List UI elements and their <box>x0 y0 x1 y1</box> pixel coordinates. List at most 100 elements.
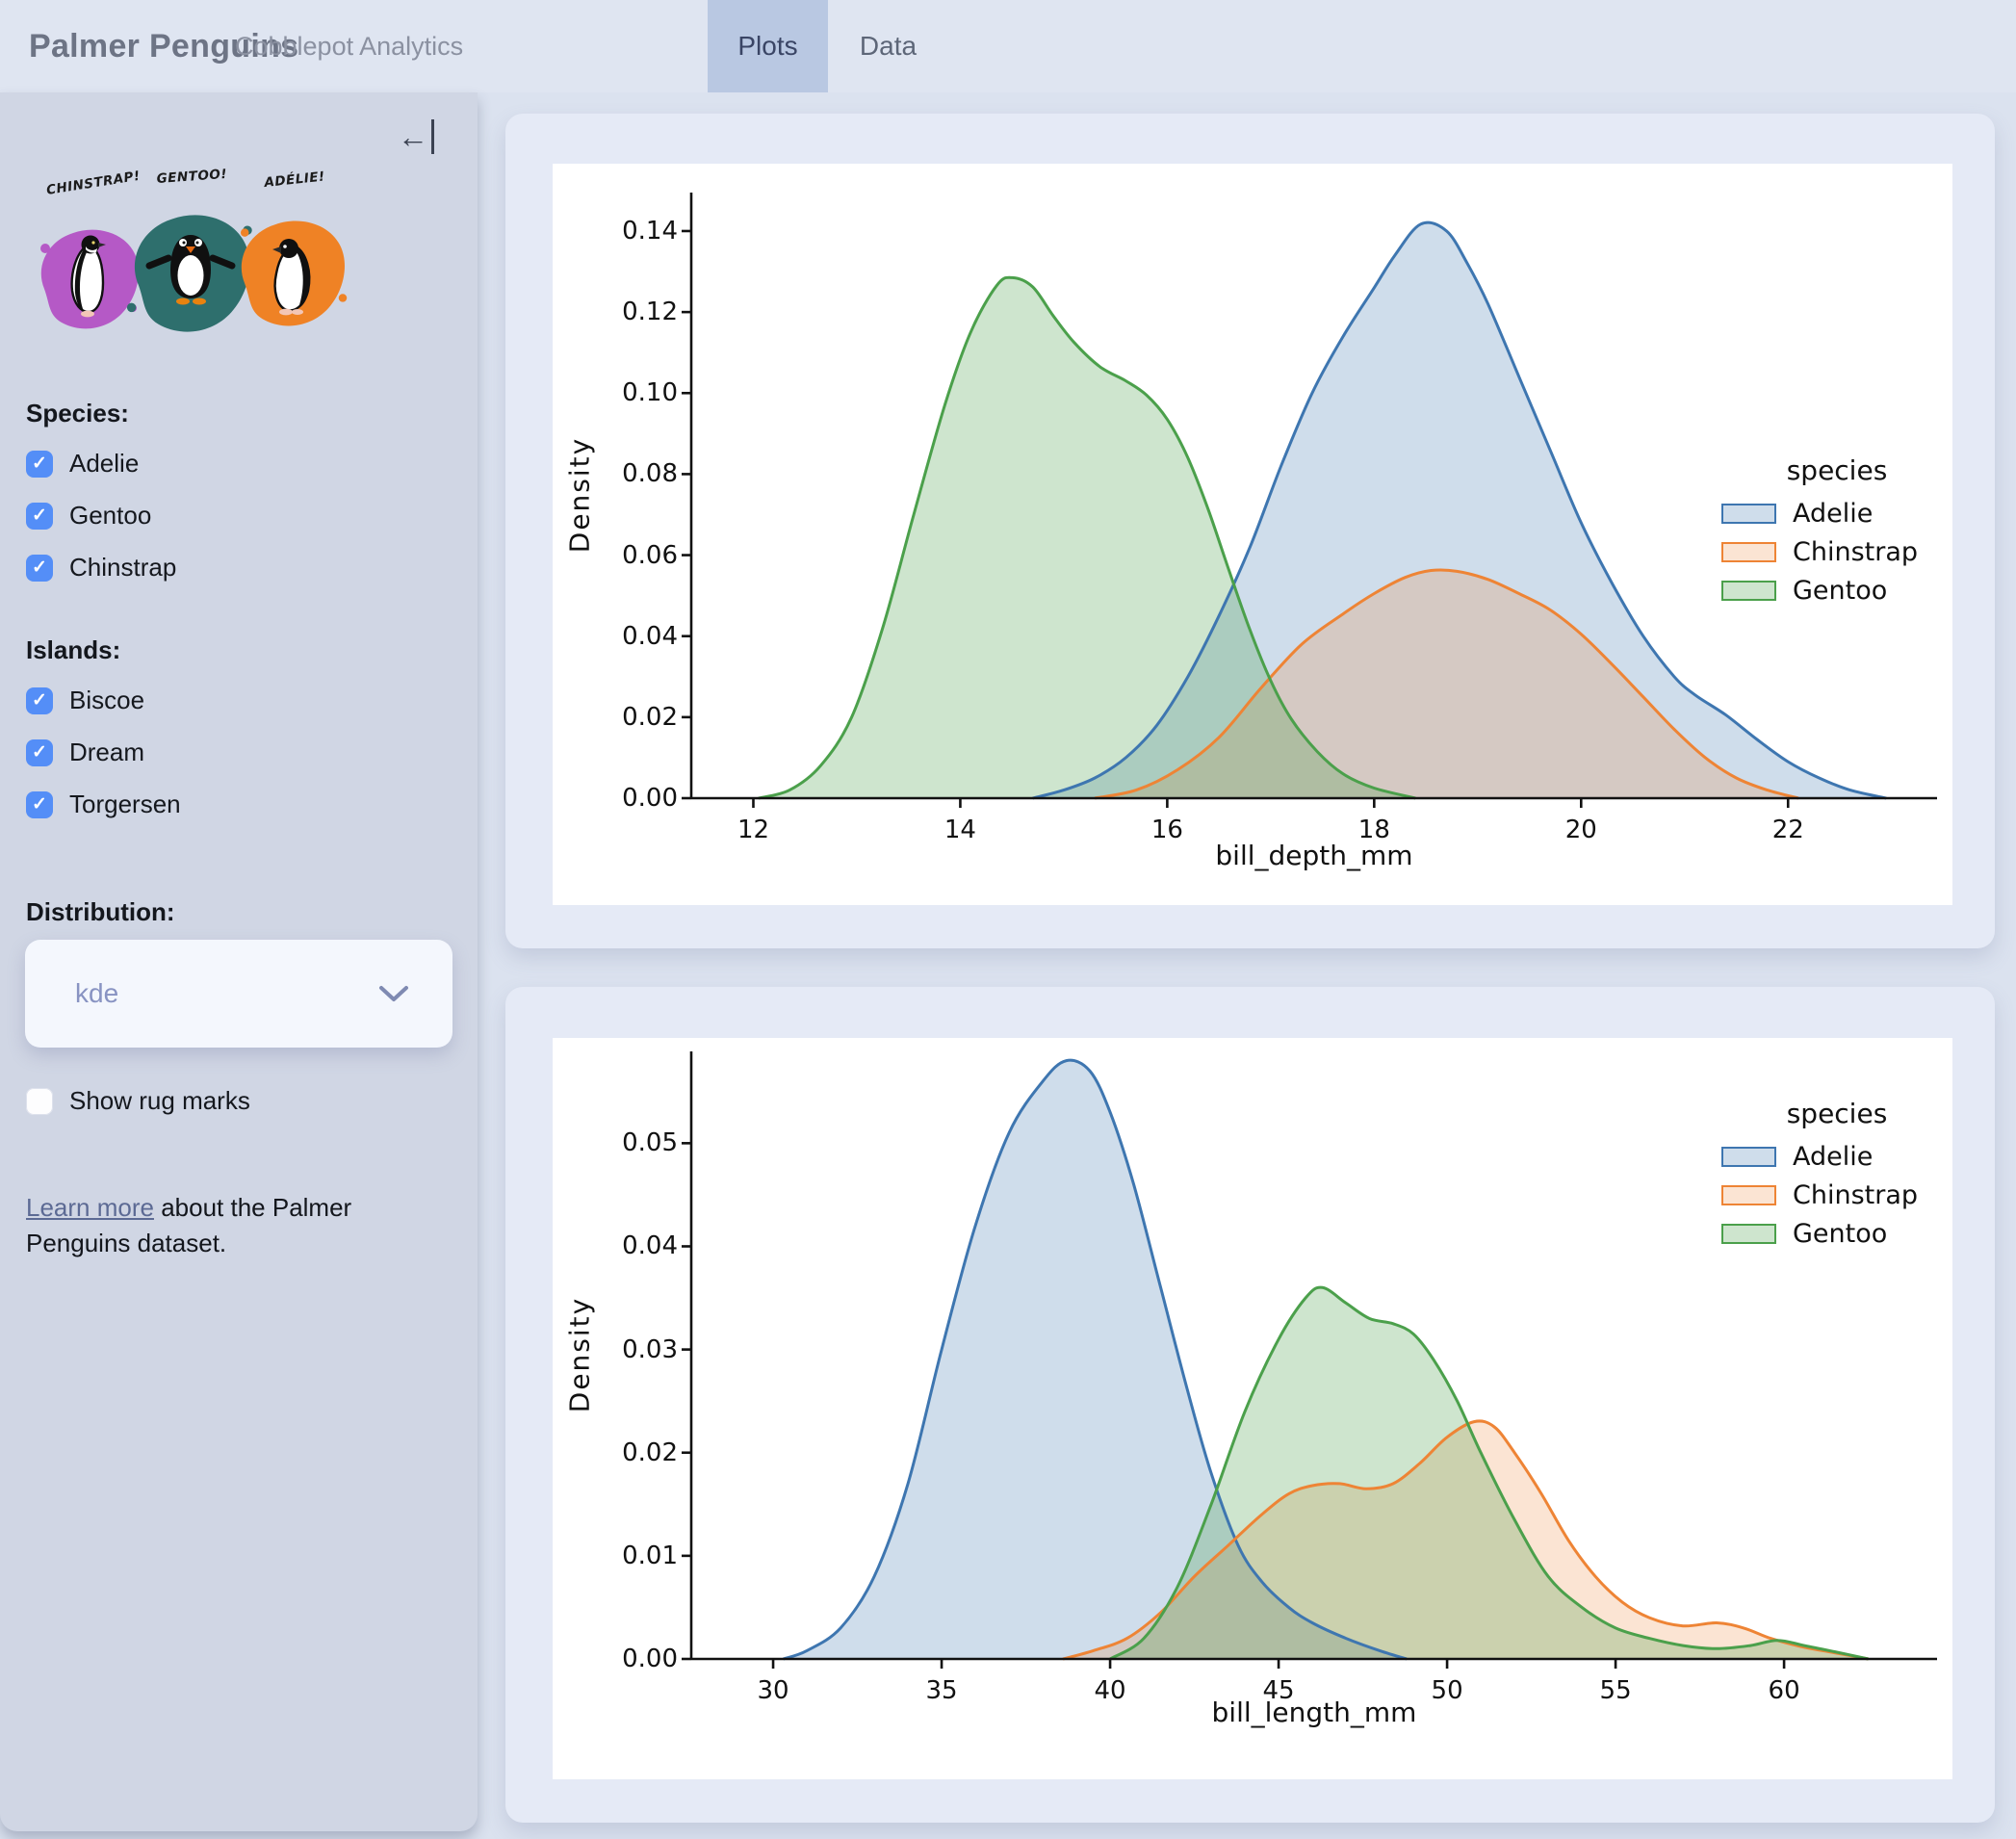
legend-title: species <box>1786 1098 1888 1129</box>
x-tick-label: 50 <box>1431 1676 1463 1705</box>
legend-entry-chinstrap: Chinstrap <box>1712 1176 1962 1214</box>
x-tick-label: 20 <box>1564 816 1597 844</box>
x-tick-label: 45 <box>1262 1676 1295 1705</box>
kde-line-adelie <box>783 1058 1408 1661</box>
chinstrap-penguin <box>70 235 106 318</box>
kde-fill-chinstrap <box>1095 569 1798 798</box>
kde-fill-chinstrap <box>1063 1420 1869 1659</box>
legend-label: Chinstrap <box>1793 1179 1919 1210</box>
checkbox-label[interactable]: Adelie <box>69 449 140 478</box>
app-title: Palmer Penguins <box>29 27 299 65</box>
y-tick-label: 0.06 <box>622 540 678 570</box>
legend-swatch-adelie <box>1721 503 1776 524</box>
distribution-heading: Distribution: <box>26 897 175 926</box>
sidebar-collapse-button[interactable]: ← <box>398 119 434 154</box>
x-tick-label: 35 <box>925 1676 958 1705</box>
checkbox-torgersen[interactable] <box>26 790 53 818</box>
rug-option: Show rug marks <box>26 1086 250 1116</box>
distribution-value: kde <box>75 978 119 1008</box>
x-tick-label: 16 <box>1150 816 1183 844</box>
island-option-dream: Dream <box>26 738 144 767</box>
species-heading: Species: <box>26 399 129 427</box>
checkbox-label[interactable]: Biscoe <box>69 686 145 714</box>
legend-label: Gentoo <box>1793 1218 1888 1249</box>
chinstrap-art-label: CHINSTRAP! <box>45 168 142 198</box>
legend: species Adelie Chinstrap Gentoo <box>1712 454 1962 609</box>
checkbox-biscoe[interactable] <box>26 686 53 714</box>
x-tick-label: 30 <box>757 1676 789 1705</box>
checkbox-dream[interactable] <box>26 738 53 766</box>
x-tick-label: 18 <box>1357 816 1390 844</box>
species-option-chinstrap: Chinstrap <box>26 553 176 583</box>
legend-entry-adelie: Adelie <box>1712 494 1962 532</box>
kde-plot-area-bill_depth_mm <box>682 193 1937 808</box>
legend: species Adelie Chinstrap Gentoo <box>1712 1098 1962 1253</box>
y-tick-label: 0.10 <box>622 378 678 408</box>
legend-entry-gentoo: Gentoo <box>1712 1214 1962 1253</box>
kde-fill-gentoo <box>758 277 1416 798</box>
checkbox-gentoo[interactable] <box>26 502 53 530</box>
collapse-bar-icon <box>431 119 434 154</box>
y-tick-label: 0.04 <box>622 1231 678 1261</box>
sidebar: ← <box>0 92 478 1831</box>
x-tick-label: 22 <box>1771 816 1804 844</box>
kde-line-chinstrap <box>1062 1419 1869 1661</box>
learn-more-paragraph: Learn more about the Palmer Penguins dat… <box>26 1190 363 1261</box>
y-tick-label: 0.12 <box>622 298 678 327</box>
x-tick-label: 55 <box>1599 1676 1632 1705</box>
legend-swatch-chinstrap <box>1721 1184 1776 1205</box>
checkbox-label[interactable]: Gentoo <box>69 501 152 530</box>
y-tick-label: 0.08 <box>622 459 678 489</box>
y-tick-label: 0.00 <box>622 784 678 813</box>
checkbox-rug-marks[interactable] <box>26 1087 53 1115</box>
checkbox-label[interactable]: Chinstrap <box>69 553 177 582</box>
y-tick-label: 0.00 <box>622 1645 678 1673</box>
x-tick-label: 40 <box>1094 1676 1126 1705</box>
x-tick-label: 12 <box>737 816 770 844</box>
y-axis-label: Density <box>563 1296 596 1413</box>
y-tick-label: 0.05 <box>622 1128 678 1158</box>
x-axis-label: bill_depth_mm <box>1215 840 1413 871</box>
kde-line-chinstrap <box>1094 568 1799 800</box>
legend-title: species <box>1786 454 1888 486</box>
y-tick-label: 0.14 <box>622 216 678 246</box>
y-tick-label: 0.04 <box>622 621 678 651</box>
legend-label: Chinstrap <box>1793 536 1919 567</box>
density-plot-bill-depth <box>553 164 1952 905</box>
legend-swatch-adelie <box>1721 1146 1776 1167</box>
checkbox-label[interactable]: Torgersen <box>69 790 181 818</box>
y-axis-label: Density <box>563 436 596 554</box>
checkbox-label[interactable]: Show rug marks <box>69 1086 250 1115</box>
checkbox-label[interactable]: Dream <box>69 738 145 766</box>
kde-line-gentoo <box>1109 1285 1869 1661</box>
islands-heading: Islands: <box>26 635 121 664</box>
collapse-arrow-icon: ← <box>398 119 428 154</box>
adelie-art-label: ADÉLIE! <box>263 168 326 191</box>
y-tick-label: 0.02 <box>622 702 678 732</box>
y-tick-label: 0.02 <box>622 1438 678 1467</box>
x-axis-label: bill_length_mm <box>1211 1697 1417 1728</box>
gentoo-art-label: GENTOO! <box>156 167 227 187</box>
x-tick-label: 14 <box>943 816 976 844</box>
gentoo-penguin <box>145 235 236 305</box>
penguin-artwork: CHINSTRAP! GENTOO! ADÉLIE! <box>40 167 348 332</box>
tab-plots[interactable]: Plots <box>708 0 828 92</box>
legend-swatch-chinstrap <box>1721 541 1776 562</box>
legend-entry-adelie: Adelie <box>1712 1137 1962 1176</box>
learn-more-link[interactable]: Learn more <box>26 1193 154 1222</box>
x-tick-label: 60 <box>1768 1676 1800 1705</box>
checkbox-chinstrap[interactable] <box>26 554 53 582</box>
kde-plot-area-bill_length_mm <box>682 1051 1937 1669</box>
tab-data[interactable]: Data <box>859 31 918 61</box>
species-option-gentoo: Gentoo <box>26 501 151 531</box>
legend-label: Gentoo <box>1793 575 1888 606</box>
species-option-adelie: Adelie <box>26 449 139 479</box>
y-tick-label: 0.03 <box>622 1334 678 1364</box>
chevron-down-icon <box>379 986 408 1001</box>
checkbox-adelie[interactable] <box>26 450 53 478</box>
kde-line-adelie <box>1032 220 1887 800</box>
island-option-biscoe: Biscoe <box>26 686 144 715</box>
island-option-torgersen: Torgersen <box>26 790 181 819</box>
distribution-select[interactable]: kde <box>25 940 452 1048</box>
